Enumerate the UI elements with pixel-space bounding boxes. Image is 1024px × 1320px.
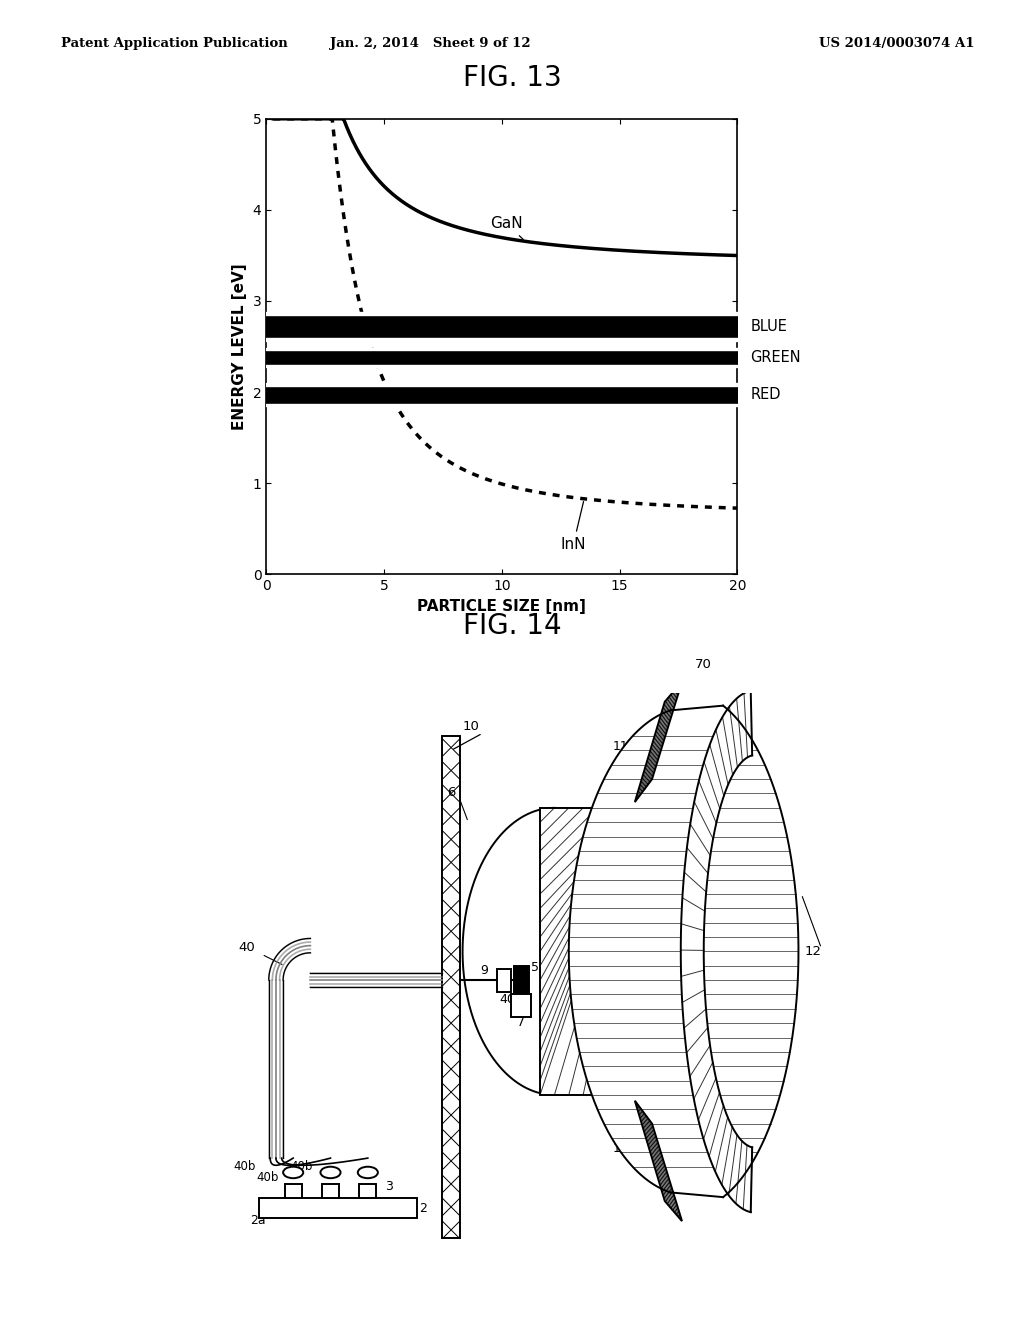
Text: GREEN: GREEN	[751, 350, 801, 364]
Bar	[497, 969, 511, 991]
Text: 40b: 40b	[233, 1159, 256, 1172]
Text: 12: 12	[804, 945, 821, 958]
Text: 40b: 40b	[256, 1171, 279, 1184]
Text: 11: 11	[612, 741, 629, 754]
Text: Patent Application Publication: Patent Application Publication	[61, 37, 288, 50]
Text: US 2014/0003074 A1: US 2014/0003074 A1	[819, 37, 975, 50]
Text: 40b: 40b	[291, 1159, 313, 1172]
Polygon shape	[635, 681, 682, 803]
Text: FIG. 13: FIG. 13	[463, 63, 561, 92]
Text: 40: 40	[239, 941, 256, 954]
Text: InN: InN	[561, 502, 586, 552]
Text: RED: RED	[751, 387, 780, 403]
Bar	[540, 808, 635, 1096]
Text: 8: 8	[642, 735, 650, 747]
Ellipse shape	[357, 1167, 378, 1179]
Text: 11: 11	[612, 1142, 629, 1155]
Text: 9: 9	[480, 965, 488, 977]
Text: 38: 38	[676, 945, 692, 958]
Bar	[322, 1184, 339, 1199]
Text: FIG. 14: FIG. 14	[463, 611, 561, 640]
Bar	[359, 1184, 377, 1199]
Text: 70: 70	[695, 657, 712, 671]
Text: 40a: 40a	[500, 993, 523, 1006]
Text: BLUE: BLUE	[751, 319, 787, 334]
Bar	[511, 994, 531, 1018]
Text: Jan. 2, 2014   Sheet 9 of 12: Jan. 2, 2014 Sheet 9 of 12	[330, 37, 530, 50]
Text: 3: 3	[385, 1180, 393, 1193]
Text: 2: 2	[420, 1201, 427, 1214]
Polygon shape	[635, 1101, 682, 1221]
Text: 5: 5	[531, 961, 540, 974]
Text: 2a: 2a	[250, 1214, 266, 1228]
Ellipse shape	[321, 1167, 341, 1179]
Ellipse shape	[283, 1167, 303, 1179]
Text: GaN: GaN	[490, 216, 523, 239]
Bar	[540, 808, 635, 1096]
Bar	[514, 966, 528, 994]
Text: 8: 8	[642, 1142, 650, 1155]
X-axis label: PARTICLE SIZE [nm]: PARTICLE SIZE [nm]	[418, 598, 586, 614]
Text: 6: 6	[446, 787, 456, 800]
Text: 7: 7	[517, 1016, 525, 1030]
Bar	[285, 1184, 302, 1199]
Bar	[259, 1199, 417, 1218]
Text: 10: 10	[463, 721, 479, 734]
Bar	[442, 737, 460, 1238]
Y-axis label: ENERGY LEVEL [eV]: ENERGY LEVEL [eV]	[232, 263, 247, 430]
Polygon shape	[681, 690, 753, 1212]
Polygon shape	[568, 706, 799, 1197]
